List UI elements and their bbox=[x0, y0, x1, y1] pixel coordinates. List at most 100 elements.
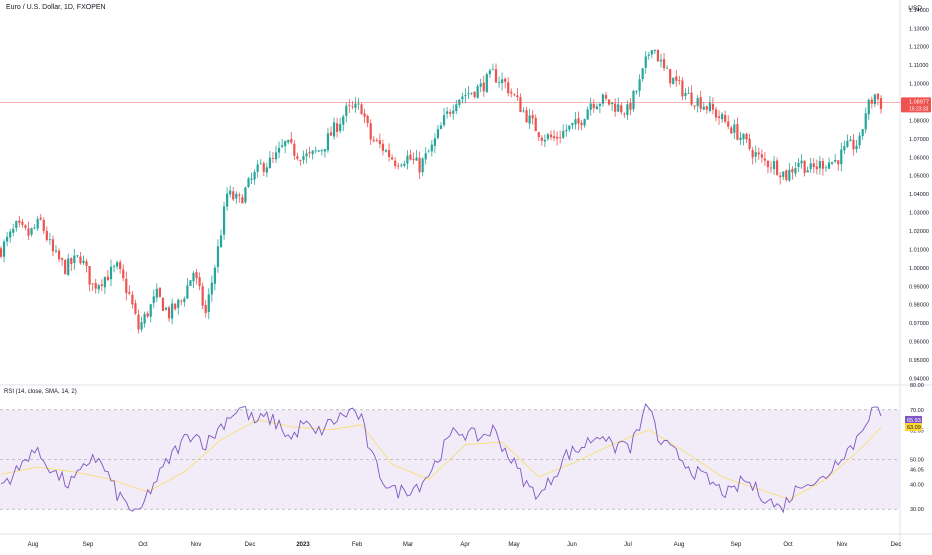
candle-body bbox=[106, 276, 110, 281]
candle-body bbox=[12, 228, 15, 233]
rsi-tick-label: 61.65 bbox=[910, 429, 924, 435]
candle-body bbox=[149, 304, 152, 317]
candle-body bbox=[504, 78, 507, 82]
candle-body bbox=[864, 113, 867, 130]
candle-body bbox=[476, 86, 479, 98]
currency-label[interactable]: USD bbox=[908, 5, 922, 12]
candle-body bbox=[85, 261, 88, 266]
candle-body bbox=[534, 117, 537, 132]
price-tick-label: 1.03000 bbox=[909, 211, 929, 217]
candle-body bbox=[595, 106, 598, 110]
price-tick-label: 1.06000 bbox=[909, 155, 929, 161]
candle-body bbox=[268, 157, 271, 169]
candle-body bbox=[614, 103, 617, 112]
candle-body bbox=[446, 111, 449, 114]
candle-body bbox=[314, 150, 317, 152]
candle-body bbox=[589, 103, 592, 110]
candle-body bbox=[198, 277, 201, 286]
price-tick-label: 0.95000 bbox=[909, 358, 929, 364]
candle-body bbox=[522, 110, 525, 112]
candle-body bbox=[568, 125, 571, 130]
time-tick-label: Feb bbox=[352, 542, 363, 548]
rsi-value-label: 65.93 bbox=[907, 418, 921, 424]
candle-body bbox=[846, 140, 849, 147]
candle-body bbox=[33, 227, 36, 229]
candle-body bbox=[421, 158, 424, 173]
rsi-ma-line bbox=[0, 419, 882, 500]
candle-body bbox=[696, 98, 699, 107]
candle-body bbox=[140, 322, 143, 330]
candle-body bbox=[265, 167, 268, 173]
candle-body bbox=[210, 282, 213, 295]
candle-body bbox=[861, 129, 864, 137]
candle-body bbox=[782, 171, 785, 177]
rsi-title: RSI (14, close, SMA, 14, 2) bbox=[4, 389, 77, 395]
symbol-title: Euro / U.S. Dollar, 1D, FXOPEN bbox=[6, 4, 106, 11]
price-tick-label: 1.08000 bbox=[909, 118, 929, 124]
candle-body bbox=[516, 95, 519, 98]
time-tick-label: 2023 bbox=[296, 542, 310, 548]
candle-body bbox=[137, 314, 140, 330]
price-tick-label: 1.05000 bbox=[909, 174, 929, 180]
candle-body bbox=[757, 152, 760, 155]
candle-body bbox=[467, 93, 470, 95]
time-tick-label: Jun bbox=[567, 542, 577, 548]
candle-body bbox=[415, 157, 418, 161]
candle-body bbox=[290, 138, 293, 143]
price-tick-label: 1.11000 bbox=[909, 63, 928, 69]
candle-body bbox=[384, 150, 388, 152]
candle-body bbox=[103, 277, 106, 288]
candle-body bbox=[812, 163, 815, 168]
candle-body bbox=[604, 95, 608, 99]
candle-body bbox=[88, 265, 91, 285]
candle-body bbox=[174, 303, 177, 310]
candle-body bbox=[852, 139, 855, 150]
candle-body bbox=[433, 138, 436, 146]
candle-body bbox=[161, 297, 165, 311]
candle-body bbox=[721, 113, 724, 120]
price-tick-label: 1.02000 bbox=[909, 229, 929, 235]
candle-body bbox=[180, 300, 183, 302]
candle-body bbox=[724, 114, 727, 122]
candle-body bbox=[342, 116, 345, 125]
candle-body bbox=[815, 166, 818, 170]
candle-body bbox=[571, 123, 574, 126]
candle-body bbox=[455, 104, 458, 112]
candle-body bbox=[418, 157, 421, 173]
time-tick-label: Mar bbox=[403, 542, 413, 548]
candle-body bbox=[369, 123, 372, 140]
candle-body bbox=[635, 91, 638, 93]
candle-body bbox=[274, 152, 278, 160]
time-tick-label: Oct bbox=[138, 542, 148, 548]
candle-body bbox=[730, 127, 733, 134]
candle-body bbox=[543, 139, 546, 142]
price-tick-label: 1.04000 bbox=[909, 192, 929, 198]
candle-body bbox=[681, 80, 684, 97]
candle-body bbox=[565, 129, 568, 132]
candle-body bbox=[870, 99, 873, 104]
candle-body bbox=[155, 288, 158, 298]
candle-body bbox=[271, 158, 275, 159]
candle-body bbox=[470, 92, 473, 94]
candle-body bbox=[164, 307, 168, 310]
candle-body bbox=[372, 139, 375, 141]
candle-body bbox=[873, 94, 876, 105]
candle-body bbox=[24, 225, 27, 228]
candle-body bbox=[387, 149, 391, 157]
candle-body bbox=[253, 172, 256, 180]
candle-body bbox=[800, 160, 803, 164]
candle-body bbox=[48, 239, 51, 241]
candle-body bbox=[277, 147, 281, 153]
candle-body bbox=[171, 303, 174, 319]
candle-body bbox=[394, 160, 397, 167]
candle-body bbox=[598, 103, 601, 106]
candle-body bbox=[226, 193, 229, 207]
candle-body bbox=[94, 282, 97, 289]
candle-body bbox=[559, 137, 562, 139]
time-tick-label: Nov bbox=[837, 542, 848, 548]
candle-body bbox=[824, 167, 828, 169]
candle-body bbox=[406, 155, 409, 164]
candle-body bbox=[742, 134, 745, 140]
